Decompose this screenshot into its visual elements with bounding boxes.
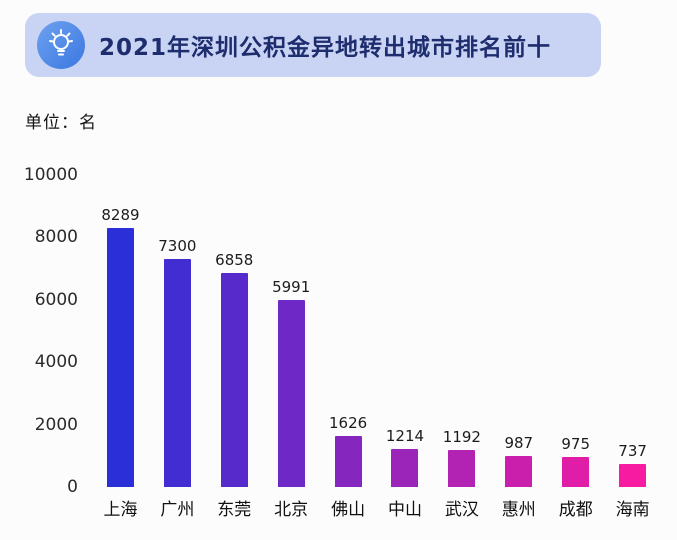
x-axis-label: 海南 — [615, 500, 650, 520]
unit-label: 单位：名 — [25, 113, 97, 133]
bar-column: 1626 — [320, 175, 377, 487]
bar-value-label: 737 — [618, 442, 647, 460]
bar — [106, 228, 134, 487]
bar-value-label: 1626 — [328, 414, 368, 432]
bar-column: 8289 — [92, 175, 149, 487]
x-axis-label: 成都 — [558, 500, 593, 520]
bar-column: 987 — [490, 175, 547, 487]
x-axis-label: 中山 — [387, 500, 422, 520]
bar — [391, 449, 419, 487]
bar-column: 737 — [604, 175, 661, 487]
bar — [163, 259, 191, 487]
bar-column: 5991 — [263, 175, 320, 487]
bar-value-label: 987 — [504, 434, 534, 452]
x-axis-label: 广州 — [160, 500, 195, 520]
x-axis-label: 上海 — [103, 500, 138, 520]
bar-value-label: 5991 — [272, 278, 311, 296]
bar-value-label: 8289 — [101, 206, 140, 224]
bar-column: 1192 — [433, 175, 490, 487]
bar-column: 975 — [547, 175, 604, 487]
bar-value-label: 975 — [561, 435, 591, 453]
plot-area: 8289 7300 6858 5991 1626 1214 1192 987 975 737 — [92, 175, 661, 487]
lightbulb-icon — [37, 21, 85, 69]
x-axis-label: 武汉 — [444, 500, 479, 520]
bar-chart: 0 2000 4000 6000 8000 10000 8289 7300 6858 5991 1… — [0, 155, 677, 540]
chart-header-banner: 2021年深圳公积金异地转出城市排名前十 — [25, 13, 601, 77]
x-axis-label: 北京 — [274, 500, 309, 520]
y-tick-label: 10000 — [23, 165, 78, 185]
y-axis: 0 2000 4000 6000 8000 10000 — [0, 155, 78, 540]
bar — [619, 464, 647, 487]
x-axis-label: 佛山 — [331, 500, 366, 520]
chart-title: 2021年深圳公积金异地转出城市排名前十 — [99, 35, 552, 61]
y-tick-label: 2000 — [34, 414, 78, 435]
bar-value-label: 7300 — [158, 237, 197, 255]
bar — [220, 273, 248, 487]
bar — [334, 436, 362, 487]
bar — [277, 300, 305, 487]
y-tick-label: 0 — [67, 477, 78, 497]
bar-column: 1214 — [377, 175, 434, 487]
y-tick-label: 6000 — [34, 289, 78, 310]
bar — [562, 457, 590, 487]
x-labels: 上海 广州 东莞 北京 佛山 中山 武汉 惠州 成都 海南 — [92, 495, 661, 520]
bar-value-label: 6858 — [215, 251, 254, 269]
bar-column: 6858 — [206, 175, 263, 487]
y-tick-label: 8000 — [34, 227, 78, 248]
bar — [505, 456, 533, 487]
x-axis-label: 东莞 — [217, 500, 252, 520]
y-tick-label: 4000 — [34, 352, 78, 373]
bar-value-label: 1214 — [385, 427, 425, 445]
bar-column: 7300 — [149, 175, 206, 487]
bars: 8289 7300 6858 5991 1626 1214 1192 987 975 737 — [92, 175, 661, 487]
x-axis-label: 惠州 — [501, 500, 536, 520]
bar-value-label: 1192 — [442, 428, 481, 446]
bar — [448, 450, 476, 487]
